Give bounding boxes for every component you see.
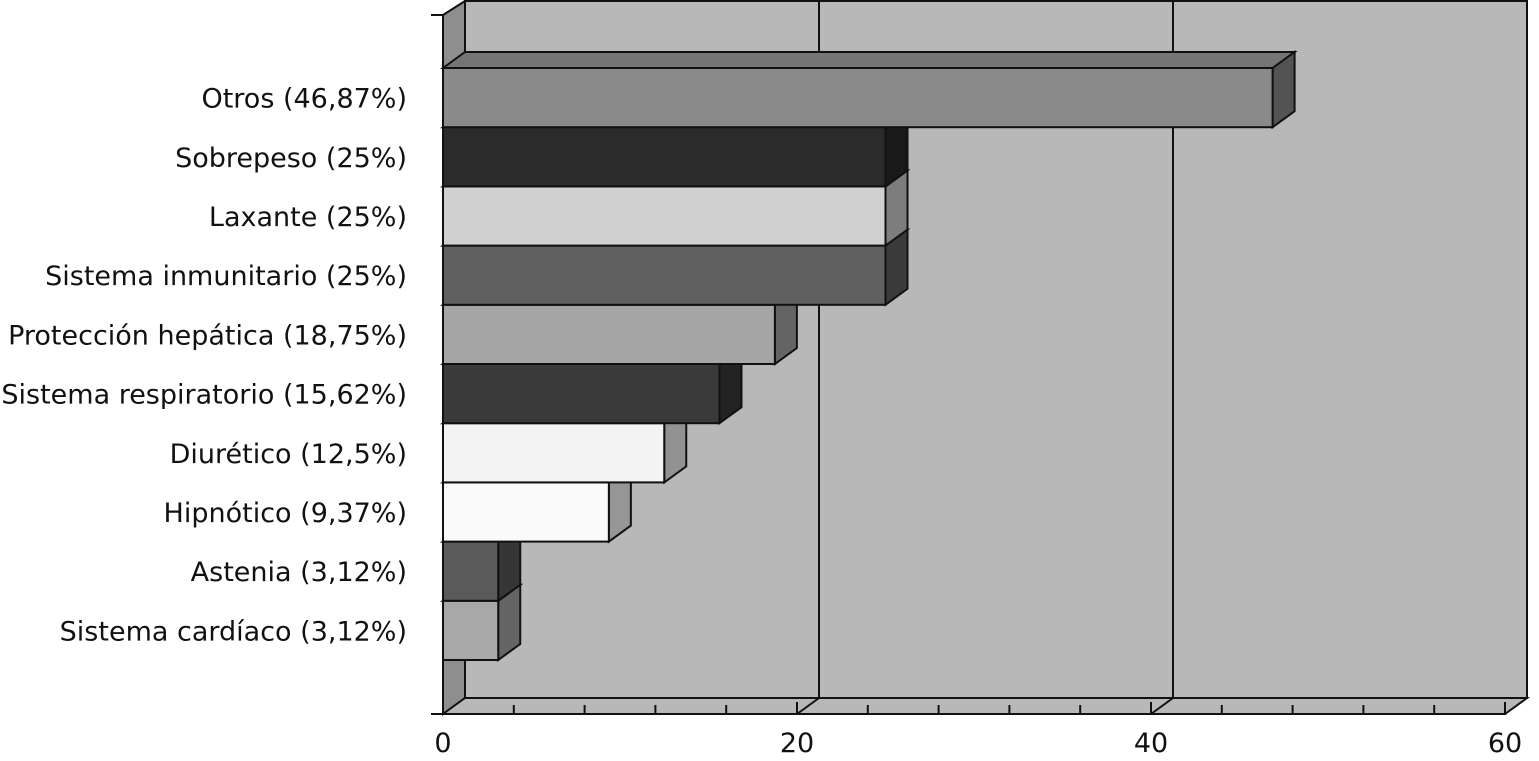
category-label: Laxante (25%) — [209, 202, 407, 233]
category-label: Sistema inmunitario (25%) — [45, 261, 407, 292]
x-tick-label: 60 — [1488, 728, 1522, 759]
category-label: Sistema cardíaco (3,12%) — [60, 616, 407, 647]
category-label: Sobrepeso (25%) — [175, 143, 407, 174]
bar-front-face — [442, 481, 610, 543]
bar-front-face — [442, 126, 887, 188]
bar-front-face — [442, 599, 500, 661]
bar-front-face — [442, 540, 500, 602]
bar-front-face — [442, 185, 887, 247]
gridline-floor-40 — [1150, 697, 1174, 715]
bar-front-face — [442, 244, 887, 306]
category-label: Sistema respiratorio (15,62%) — [1, 380, 407, 411]
axes — [431, 14, 1506, 715]
x-tick-label: 40 — [1134, 728, 1168, 759]
category-labels: Otros (46,87%) Sobrepeso (25%) Laxante (25… — [1, 84, 407, 648]
bar-front-face — [442, 67, 1274, 129]
bar-front-face — [442, 303, 776, 365]
bar-front-face — [442, 422, 666, 484]
x-tick-label: 20 — [780, 728, 814, 759]
x-tick-label: 0 — [434, 728, 451, 759]
category-label: Astenia (3,12%) — [191, 557, 407, 588]
tick-labels: 0 20 40 60 — [434, 728, 1522, 759]
category-label: Diurético (12,5%) — [170, 439, 407, 470]
bar-top-face — [439, 51, 1298, 69]
bar-1 — [439, 50, 1298, 130]
gridline-floor-20 — [796, 697, 820, 715]
category-label: Hipnótico (9,37%) — [164, 498, 407, 529]
category-label: Protección hepática (18,75%) — [8, 320, 407, 351]
bar-front-face — [442, 363, 721, 425]
bars — [439, 50, 1298, 662]
category-label: Otros (46,87%) — [201, 84, 407, 115]
